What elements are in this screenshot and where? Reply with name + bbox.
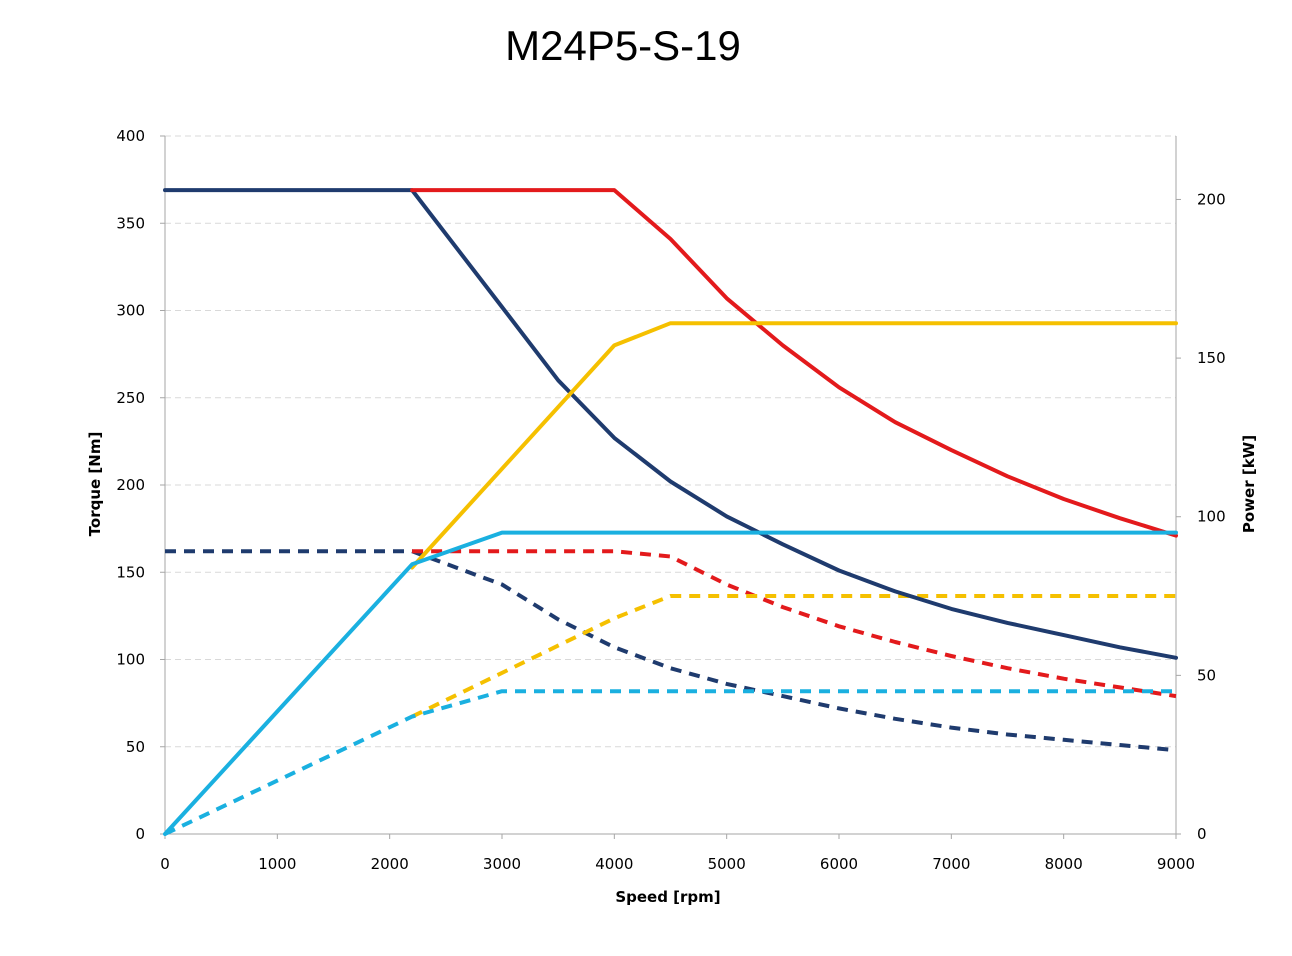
x-tick-label: 7000	[932, 855, 970, 873]
series-line-0	[163, 188, 1178, 660]
y-tick-label: 50	[126, 738, 145, 756]
grid-lines	[165, 135, 1176, 748]
x-axis-label: Speed [rpm]	[615, 888, 720, 906]
x-tick-label: 6000	[820, 855, 858, 873]
axes	[160, 135, 1181, 839]
x-tick-label: 0	[160, 855, 170, 873]
y-tick-label: 0	[135, 825, 145, 843]
y2-tick-label: 150	[1197, 349, 1226, 367]
y-tick-label: 300	[116, 302, 145, 320]
series-line-4	[410, 321, 1178, 570]
y-axis-label: Torque [Nm]	[86, 432, 104, 537]
series-lines	[163, 188, 1178, 836]
series-line-6	[163, 530, 1178, 836]
y-tick-label: 350	[116, 214, 145, 232]
x-tick-label: 8000	[1045, 855, 1083, 873]
x-tick-label: 9000	[1157, 855, 1195, 873]
y-tick-label: 400	[116, 127, 145, 145]
x-tick-label: 2000	[371, 855, 409, 873]
x-tick-label: 1000	[258, 855, 296, 873]
y2-axis-label: Power [kW]	[1240, 435, 1258, 533]
series-line-3	[412, 549, 1177, 699]
y2-tick-label: 0	[1197, 825, 1207, 843]
series-line-2	[410, 188, 1178, 538]
series-line-7	[164, 689, 1176, 836]
series-line-1	[165, 549, 1177, 753]
y2-tick-label: 50	[1197, 666, 1216, 684]
x-tick-label: 3000	[483, 855, 521, 873]
y-tick-label: 200	[116, 476, 145, 494]
y2-tick-label: 200	[1197, 190, 1226, 208]
y2-tick-label: 100	[1197, 508, 1226, 526]
series-line-5	[411, 594, 1176, 719]
chart-title: M24P5-S-19	[505, 22, 741, 69]
y-tick-label: 250	[116, 389, 145, 407]
y-tick-label: 100	[116, 651, 145, 669]
x-tick-label: 4000	[595, 855, 633, 873]
x-tick-label: 5000	[708, 855, 746, 873]
y-tick-label: 150	[116, 563, 145, 581]
